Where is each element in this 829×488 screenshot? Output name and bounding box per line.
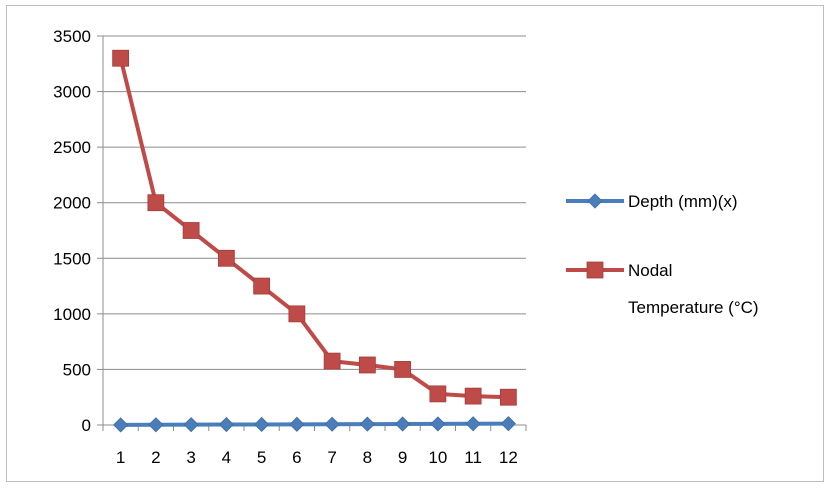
y-tick-label-1500: 1500 xyxy=(53,249,91,268)
data-point-0-3 xyxy=(183,417,199,433)
data-point-0-11 xyxy=(465,416,481,432)
y-tick-label-3500: 3500 xyxy=(53,27,91,46)
series-nodal-temperature xyxy=(112,49,517,406)
data-point-1-2 xyxy=(147,194,165,212)
y-axis-tick-labels: 0 500 1000 1500 2000 2500 3000 3500 xyxy=(53,27,91,435)
x-tick-label-2: 2 xyxy=(151,448,160,467)
legend-label-0: Depth (mm)(x) xyxy=(628,192,738,211)
chart-frame xyxy=(6,5,824,482)
series-line-1 xyxy=(118,57,509,400)
x-tick-label-1: 1 xyxy=(116,448,125,467)
x-tick-label-6: 6 xyxy=(292,448,301,467)
x-tick-label-3: 3 xyxy=(186,448,195,467)
series-line-0 xyxy=(120,421,509,427)
legend-label-line: Nodal xyxy=(628,261,672,280)
series-depth xyxy=(113,416,516,433)
data-point-1-3 xyxy=(182,222,200,239)
data-point-0-7 xyxy=(324,416,340,432)
y-tick-label-1000: 1000 xyxy=(53,305,91,324)
y-tick-label-3000: 3000 xyxy=(53,83,91,102)
data-point-1-5 xyxy=(253,277,271,295)
x-tick-label-5: 5 xyxy=(257,448,266,467)
x-tick-label-11: 11 xyxy=(464,448,482,467)
x-tick-label-8: 8 xyxy=(363,448,372,467)
series-layer xyxy=(112,49,517,433)
data-point-0-9 xyxy=(395,416,411,432)
data-point-0-5 xyxy=(254,416,270,433)
data-point-0-6 xyxy=(289,416,305,432)
data-point-1-8 xyxy=(358,356,376,374)
x-tick-label-10: 10 xyxy=(428,448,447,467)
x-tick-label-7: 7 xyxy=(327,448,336,467)
y-tick-label-500: 500 xyxy=(63,360,91,379)
x-tick-label-9: 9 xyxy=(398,448,407,467)
data-point-0-10 xyxy=(430,416,446,432)
y-tick-label-2000: 2000 xyxy=(53,194,91,213)
x-tick-label-12: 12 xyxy=(499,448,518,467)
y-tick-label-2500: 2500 xyxy=(53,138,91,157)
data-point-0-12 xyxy=(500,416,516,432)
legend-label-line: Temperature (°C) xyxy=(628,298,759,317)
gridlines xyxy=(103,35,526,370)
data-point-0-8 xyxy=(359,416,375,432)
data-point-0-4 xyxy=(218,416,234,433)
legend-label-line: Depth (mm)(x) xyxy=(628,192,738,211)
legend-marker-0 xyxy=(587,193,603,209)
y-tick-label-0: 0 xyxy=(82,416,91,435)
legend-label-1: Nodal Temperature (°C) xyxy=(628,261,759,317)
data-point-1-6 xyxy=(288,305,306,323)
data-point-1-1 xyxy=(112,49,130,67)
data-point-1-10 xyxy=(429,385,447,403)
data-point-1-4 xyxy=(217,249,235,267)
data-point-1-12 xyxy=(499,388,517,406)
legend-marker-1 xyxy=(586,261,604,279)
axes xyxy=(97,35,527,431)
data-point-0-1 xyxy=(113,417,129,433)
data-point-1-11 xyxy=(464,387,482,405)
legend: Depth (mm)(x) Nodal Temperature (°C) xyxy=(566,192,759,317)
x-tick-label-4: 4 xyxy=(222,448,231,467)
data-point-1-9 xyxy=(394,361,412,378)
x-axis-tick-labels: 1 2 3 4 5 6 7 8 9 10 11 12 xyxy=(116,448,518,467)
data-point-1-7 xyxy=(323,352,341,370)
data-point-0-2 xyxy=(148,417,164,433)
